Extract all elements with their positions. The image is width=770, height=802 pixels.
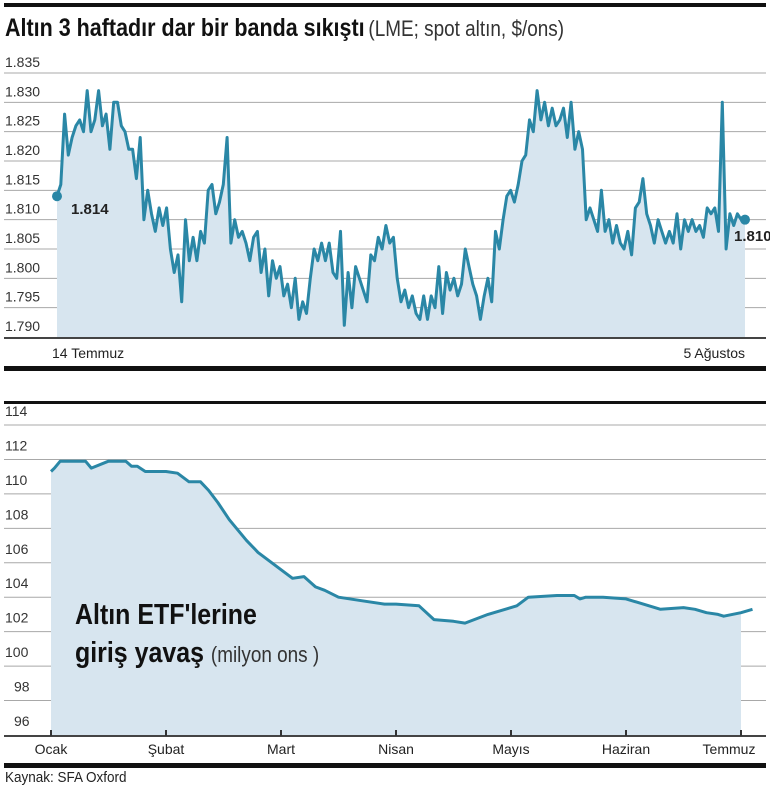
etf-area bbox=[51, 461, 741, 735]
y-tick-label: 114 bbox=[5, 403, 28, 419]
y-tick-label: 108 bbox=[5, 506, 29, 522]
y-tick-label: 1.810 bbox=[5, 201, 40, 217]
y-tick-label: 1.835 bbox=[5, 54, 40, 70]
x-tick-label: Mart bbox=[267, 741, 295, 757]
etf-line bbox=[49, 459, 753, 625]
title-main: Altın 3 haftadır dar bir banda sıkıştı bbox=[5, 14, 365, 42]
x-tick-label: Temmuz bbox=[703, 741, 756, 757]
y-tick-label: 1.800 bbox=[5, 259, 40, 275]
y-tick-label: 1.830 bbox=[5, 83, 40, 99]
y-tick-label: 1.805 bbox=[5, 230, 40, 246]
start-point bbox=[52, 191, 62, 202]
chart-title: Altın 3 haftadır dar bir banda sıkıştı (… bbox=[5, 14, 564, 43]
x-tick-label: 14 Temmuz bbox=[52, 345, 124, 361]
etf-chart-title: Altın ETF'lerine giriş yavaş (milyon ons… bbox=[75, 596, 319, 674]
price-line bbox=[55, 89, 745, 327]
title-subtitle: (LME; spot altın, $/ons) bbox=[368, 16, 565, 41]
etf-title-line2: giriş yavaş bbox=[75, 637, 204, 669]
source-note: Kaynak: SFA Oxford bbox=[5, 769, 127, 786]
y-tick-label: 96 bbox=[14, 713, 30, 729]
y-tick-label: 98 bbox=[14, 679, 30, 695]
end-point bbox=[740, 214, 750, 225]
y-tick-label: 106 bbox=[5, 541, 29, 557]
y-tick-label: 112 bbox=[5, 437, 28, 453]
x-tick-label: Nisan bbox=[378, 741, 414, 757]
price-area bbox=[57, 90, 745, 337]
x-tick-label: Şubat bbox=[148, 741, 185, 757]
top-rule bbox=[4, 3, 766, 7]
x-tick-label: Mayıs bbox=[492, 741, 529, 757]
x-tick-label: 5 Ağustos bbox=[684, 345, 746, 361]
bottom-rule bbox=[4, 763, 766, 768]
y-tick-label: 102 bbox=[5, 610, 29, 626]
y-tick-label: 110 bbox=[5, 472, 28, 488]
y-tick-label: 1.790 bbox=[5, 318, 40, 334]
separator-rule bbox=[4, 366, 766, 371]
etf-unit: (milyon ons ) bbox=[210, 642, 320, 667]
x-tick-label: Ocak bbox=[35, 741, 69, 757]
x-tick-label: Haziran bbox=[602, 741, 650, 757]
y-tick-label: 1.825 bbox=[5, 113, 40, 129]
y-tick-label: 104 bbox=[5, 575, 29, 591]
etf-title-line1: Altın ETF'lerine bbox=[75, 599, 257, 631]
end-value-label: 1.810 bbox=[734, 228, 770, 245]
start-value-label: 1.814 bbox=[71, 201, 109, 218]
y-tick-label: 1.795 bbox=[5, 289, 40, 305]
y-tick-label: 1.815 bbox=[5, 171, 40, 187]
etf-top-rule bbox=[4, 401, 766, 404]
y-tick-label: 100 bbox=[5, 644, 29, 660]
y-tick-label: 1.820 bbox=[5, 142, 40, 158]
